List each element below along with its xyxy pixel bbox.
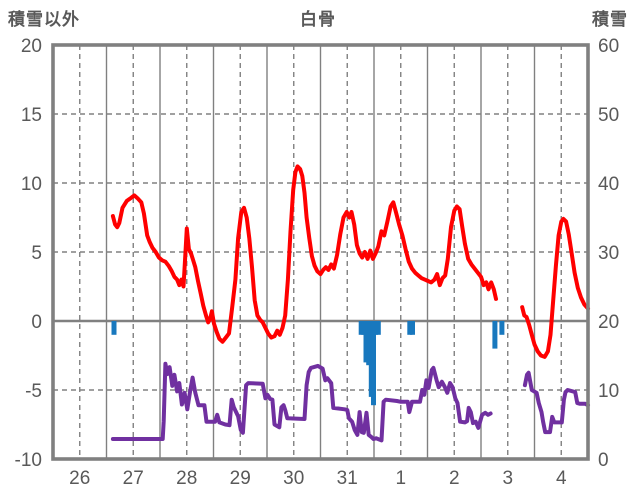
temperature-line: [110, 164, 590, 359]
svg-text:0: 0: [598, 450, 609, 471]
snow-depth-line: [110, 361, 590, 443]
svg-text:27: 27: [123, 468, 144, 489]
svg-text:5: 5: [31, 243, 42, 264]
precipitation-bars: [111, 321, 505, 406]
svg-text:30: 30: [283, 468, 304, 489]
svg-text:10: 10: [598, 381, 619, 402]
gridlines: [53, 45, 588, 459]
plot-frame: [51, 43, 590, 461]
svg-text:28: 28: [176, 468, 197, 489]
svg-text:60: 60: [598, 36, 619, 57]
svg-text:40: 40: [598, 174, 619, 195]
svg-text:30: 30: [598, 243, 619, 264]
right-axis-title: 積雪: [592, 10, 628, 29]
svg-text:29: 29: [230, 468, 251, 489]
svg-text:2: 2: [449, 468, 460, 489]
svg-text:20: 20: [21, 36, 42, 57]
chart-title: 白骨: [300, 10, 336, 29]
svg-text:1: 1: [395, 468, 406, 489]
svg-text:31: 31: [337, 468, 358, 489]
svg-text:50: 50: [598, 105, 619, 126]
svg-text:-5: -5: [25, 381, 42, 402]
svg-text:26: 26: [69, 468, 90, 489]
svg-text:10: 10: [21, 174, 42, 195]
left-axis-title: 積雪以外: [8, 10, 80, 29]
svg-text:4: 4: [556, 468, 567, 489]
svg-text:-10: -10: [15, 450, 42, 471]
svg-text:20: 20: [598, 312, 619, 333]
svg-text:3: 3: [502, 468, 513, 489]
svg-text:0: 0: [31, 312, 42, 333]
svg-text:15: 15: [21, 105, 42, 126]
